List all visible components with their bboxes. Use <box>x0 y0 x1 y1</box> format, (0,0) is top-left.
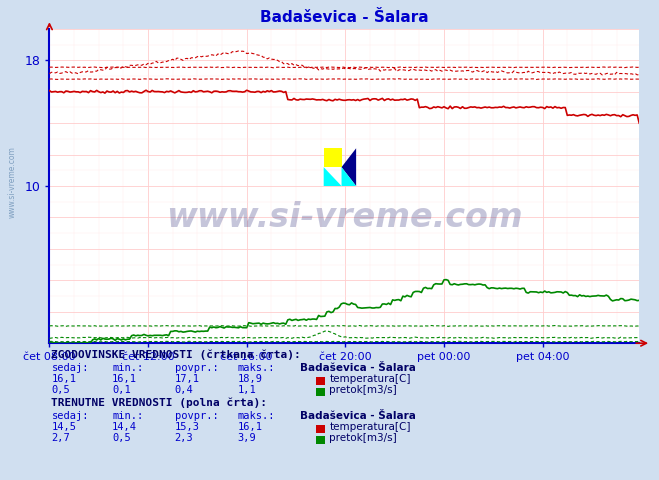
Text: sedaj:: sedaj: <box>51 362 89 372</box>
FancyBboxPatch shape <box>324 148 341 167</box>
Text: temperatura[C]: temperatura[C] <box>330 373 411 384</box>
Text: 2,7: 2,7 <box>51 432 70 443</box>
Text: maks.:: maks.: <box>237 362 275 372</box>
Text: www.si-vreme.com: www.si-vreme.com <box>166 201 523 234</box>
Text: temperatura[C]: temperatura[C] <box>330 421 411 432</box>
Text: 14,5: 14,5 <box>51 421 76 432</box>
Text: 1,1: 1,1 <box>237 384 256 395</box>
Text: Badaševica - Šalara: Badaševica - Šalara <box>300 362 416 372</box>
Text: pretok[m3/s]: pretok[m3/s] <box>330 384 397 395</box>
Text: 16,1: 16,1 <box>237 421 262 432</box>
Text: TRENUTNE VREDNOSTI (polna črta):: TRENUTNE VREDNOSTI (polna črta): <box>51 397 268 408</box>
Text: min.:: min.: <box>112 410 143 420</box>
Text: 2,3: 2,3 <box>175 432 193 443</box>
Text: sedaj:: sedaj: <box>51 410 89 420</box>
Text: www.si-vreme.com: www.si-vreme.com <box>8 146 17 218</box>
Text: Badaševica - Šalara: Badaševica - Šalara <box>300 410 416 420</box>
Text: 3,9: 3,9 <box>237 432 256 443</box>
Text: 18,9: 18,9 <box>237 373 262 384</box>
Text: 0,4: 0,4 <box>175 384 193 395</box>
Text: 14,4: 14,4 <box>112 421 137 432</box>
Polygon shape <box>341 148 356 186</box>
Text: min.:: min.: <box>112 362 143 372</box>
Title: Badaševica - Šalara: Badaševica - Šalara <box>260 10 428 25</box>
Text: pretok[m3/s]: pretok[m3/s] <box>330 432 397 443</box>
Text: 16,1: 16,1 <box>51 373 76 384</box>
Text: 17,1: 17,1 <box>175 373 200 384</box>
Polygon shape <box>324 167 341 186</box>
Text: ZGODOVINSKE VREDNOSTI (črtkana črta):: ZGODOVINSKE VREDNOSTI (črtkana črta): <box>51 349 301 360</box>
Text: 0,5: 0,5 <box>51 384 70 395</box>
Text: povpr.:: povpr.: <box>175 410 218 420</box>
Text: maks.:: maks.: <box>237 410 275 420</box>
Text: 0,1: 0,1 <box>112 384 130 395</box>
Text: 0,5: 0,5 <box>112 432 130 443</box>
Polygon shape <box>341 167 356 186</box>
Text: povpr.:: povpr.: <box>175 362 218 372</box>
Text: 15,3: 15,3 <box>175 421 200 432</box>
Text: 16,1: 16,1 <box>112 373 137 384</box>
